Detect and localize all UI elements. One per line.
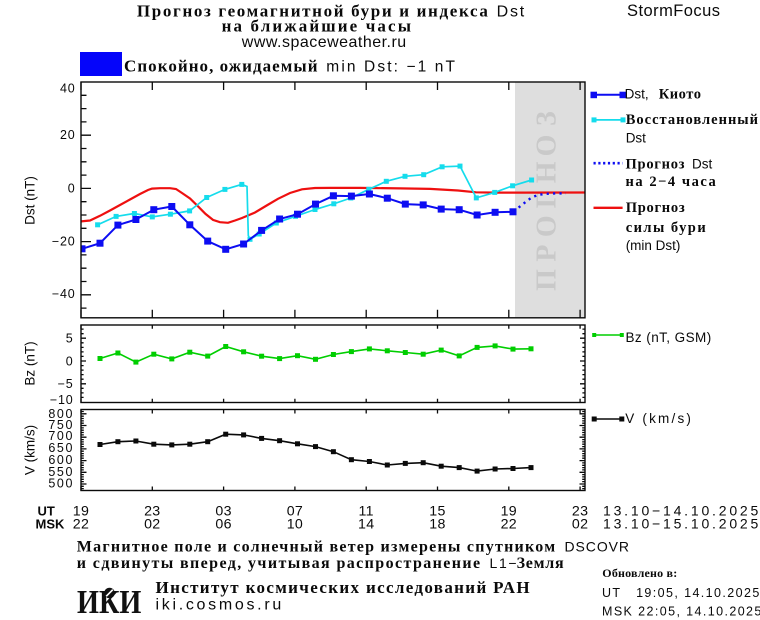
svg-text:22: 22 <box>73 517 89 533</box>
svg-text:Земля: Земля <box>517 555 564 572</box>
svg-text:5: 5 <box>66 332 74 346</box>
svg-text:750: 750 <box>48 418 74 432</box>
svg-text:20: 20 <box>60 128 76 142</box>
svg-text:18: 18 <box>429 517 445 533</box>
svg-text:Прогноз геомагнитной бури и ин: Прогноз геомагнитной бури и индекса <box>137 2 489 21</box>
svg-text:07: 07 <box>287 504 303 520</box>
svg-text:Киото: Киото <box>659 87 701 103</box>
svg-text:02: 02 <box>572 517 588 533</box>
svg-text:800: 800 <box>48 407 74 421</box>
svg-text:0: 0 <box>66 355 74 369</box>
svg-text:Dst: Dst <box>692 156 712 171</box>
svg-text:MSK 22:05, 14.10.2025: MSK 22:05, 14.10.2025 <box>602 604 760 618</box>
svg-text:Г: Г <box>532 190 563 208</box>
svg-text:L1−: L1− <box>490 555 517 571</box>
svg-text:П: П <box>532 269 563 291</box>
svg-text:700: 700 <box>48 429 74 443</box>
svg-text:StormFocus: StormFocus <box>627 2 720 20</box>
svg-text:600: 600 <box>48 453 74 467</box>
svg-text:−5: −5 <box>58 377 74 391</box>
svg-text:22: 22 <box>501 517 517 533</box>
svg-text:V (km/s): V (km/s) <box>625 411 691 426</box>
svg-text:Обновлено в:: Обновлено в: <box>602 566 677 580</box>
svg-text:02: 02 <box>144 517 160 533</box>
svg-text:www.spaceweather.ru: www.spaceweather.ru <box>241 34 406 51</box>
svg-text:Н: Н <box>532 161 563 183</box>
svg-text:40: 40 <box>60 81 76 95</box>
svg-text:Институт космических исследова: Институт космических исследований РАН <box>156 578 530 597</box>
svg-text:на 2−4 часа: на 2−4 часа <box>626 174 717 190</box>
svg-text:23: 23 <box>144 504 160 520</box>
svg-text:iki.cosmos.ru: iki.cosmos.ru <box>156 597 284 614</box>
svg-text:и сдвинуты вперед, учитывая ра: и сдвинуты вперед, учитывая распростране… <box>77 555 480 572</box>
svg-text:О: О <box>532 215 563 237</box>
svg-text:14: 14 <box>358 517 374 533</box>
svg-text:Прогноз: Прогноз <box>626 156 685 172</box>
svg-text:З: З <box>532 111 563 126</box>
svg-text:(min Dst): (min Dst) <box>626 238 681 253</box>
svg-text:min Dst: −1 nT: min Dst: −1 nT <box>326 59 455 76</box>
svg-text:Dst: Dst <box>497 4 525 21</box>
svg-text:на ближайшие часы: на ближайшие часы <box>222 17 411 36</box>
svg-text:550: 550 <box>48 465 74 479</box>
svg-text:О: О <box>532 135 563 157</box>
svg-text:−40: −40 <box>52 287 76 301</box>
svg-text:Dst: Dst <box>626 130 646 145</box>
svg-text:Магнитное поле и солнечный вет: Магнитное поле и солнечный ветер измерен… <box>77 539 555 556</box>
svg-text:23: 23 <box>572 504 588 520</box>
svg-text:MSK: MSK <box>36 517 66 532</box>
svg-text:03: 03 <box>215 504 231 520</box>
svg-text:10: 10 <box>287 517 303 533</box>
svg-text:650: 650 <box>48 441 74 455</box>
svg-text:19: 19 <box>501 504 517 520</box>
svg-text:Dst,: Dst, <box>625 87 649 102</box>
svg-text:DSCOVR: DSCOVR <box>565 539 630 555</box>
svg-text:Восстановленный: Восстановленный <box>626 112 758 128</box>
svg-text:UT 19:05, 14.10.2025: UT 19:05, 14.10.2025 <box>602 586 760 600</box>
svg-text:13.10−14.10.2025: 13.10−14.10.2025 <box>603 503 760 519</box>
svg-text:Bz (nT): Bz (nT) <box>23 341 38 385</box>
svg-text:13.10−15.10.2025: 13.10−15.10.2025 <box>603 516 760 532</box>
svg-text:19: 19 <box>73 504 89 520</box>
svg-text:Прогноз: Прогноз <box>626 200 685 216</box>
svg-text:Bz (nT, GSM): Bz (nT, GSM) <box>626 330 712 345</box>
svg-text:15: 15 <box>429 504 445 520</box>
svg-text:−20: −20 <box>52 235 76 249</box>
svg-text:UT: UT <box>38 504 55 519</box>
svg-text:500: 500 <box>48 477 74 491</box>
svg-text:Dst (nT): Dst (nT) <box>23 176 38 225</box>
svg-text:06: 06 <box>215 517 231 533</box>
svg-text:−10: −10 <box>50 393 74 407</box>
svg-text:Спокойно, ожидаемый: Спокойно, ожидаемый <box>124 57 318 76</box>
svg-text:Р: Р <box>532 245 563 262</box>
svg-text:V (km/s): V (km/s) <box>23 425 38 475</box>
svg-text:11: 11 <box>359 504 374 520</box>
svg-text:силы бури: силы бури <box>626 220 706 236</box>
svg-text:0: 0 <box>68 181 76 195</box>
